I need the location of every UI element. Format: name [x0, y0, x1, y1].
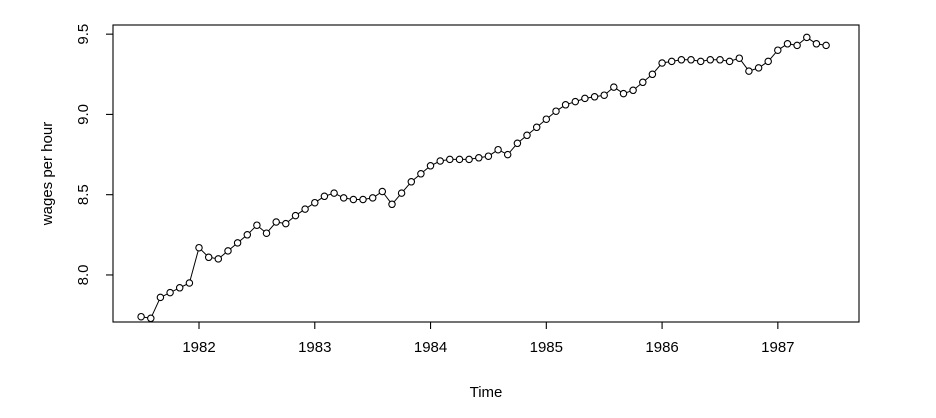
- data-point: [764, 57, 772, 66]
- data-point: [137, 312, 145, 321]
- data-point: [552, 107, 560, 115]
- data-point: [233, 239, 242, 247]
- data-point: [523, 131, 531, 140]
- data-point: [147, 314, 155, 323]
- data-point: [349, 195, 358, 204]
- y-tick-label: 9.0: [75, 104, 92, 125]
- data-point: [272, 218, 280, 226]
- data-point: [484, 152, 493, 160]
- data-series-line: [141, 36, 827, 319]
- data-point: [677, 56, 686, 64]
- data-point: [494, 145, 502, 154]
- data-point: [812, 40, 821, 48]
- data-point: [185, 279, 194, 287]
- data-point: [725, 57, 734, 66]
- data-point: [610, 83, 618, 91]
- data-point: [745, 67, 753, 75]
- data-point: [339, 194, 348, 202]
- data-point: [667, 57, 676, 66]
- data-point: [301, 205, 309, 213]
- data-point: [214, 255, 223, 263]
- data-point: [224, 247, 232, 255]
- data-point: [407, 178, 416, 186]
- data-point: [803, 33, 811, 42]
- data-point: [291, 211, 300, 220]
- data-point: [503, 150, 512, 159]
- data-point: [783, 40, 792, 48]
- data-point: [542, 115, 551, 123]
- data-point: [426, 162, 435, 170]
- data-point: [465, 155, 473, 164]
- data-point: [629, 86, 637, 95]
- data-point: [475, 154, 483, 162]
- data-point: [156, 293, 165, 302]
- y-tick-label: 9.5: [75, 24, 92, 45]
- data-point: [619, 89, 628, 98]
- y-axis-ticks: 8.0 8.5 9.0 9.5: [75, 24, 113, 286]
- data-point: [446, 155, 454, 164]
- x-tick-label: 1987: [761, 339, 794, 356]
- y-axis-title: wages per hour: [39, 122, 56, 226]
- data-point: [455, 155, 464, 164]
- data-point: [368, 194, 377, 202]
- data-point: [639, 78, 647, 87]
- x-tick-label: 1985: [530, 339, 563, 356]
- data-point: [696, 57, 705, 66]
- data-point: [532, 123, 541, 132]
- data-point: [735, 54, 744, 62]
- x-axis-title: Time: [470, 384, 503, 401]
- data-point: [388, 200, 396, 209]
- data-point: [436, 157, 444, 165]
- data-point: [793, 41, 801, 50]
- data-point: [282, 219, 290, 228]
- data-point: [320, 192, 329, 201]
- data-point: [311, 198, 319, 207]
- x-tick-label: 1984: [414, 339, 447, 356]
- data-point: [378, 187, 387, 196]
- data-point: [754, 64, 763, 72]
- data-point: [243, 231, 252, 239]
- data-points: [137, 33, 830, 323]
- y-tick-label: 8.5: [75, 184, 92, 205]
- data-point: [658, 59, 666, 67]
- data-point: [417, 170, 425, 178]
- data-point: [330, 189, 338, 197]
- data-point: [359, 195, 367, 204]
- data-point: [571, 97, 580, 106]
- data-point: [204, 253, 213, 262]
- data-point: [716, 56, 724, 64]
- x-tick-label: 1983: [298, 339, 331, 356]
- data-point: [253, 221, 261, 229]
- data-point: [397, 189, 406, 197]
- data-point: [166, 288, 174, 297]
- series-polyline: [141, 36, 827, 319]
- data-point: [687, 56, 695, 64]
- data-point: [195, 243, 203, 252]
- x-tick-label: 1982: [182, 339, 215, 356]
- data-point: [175, 284, 184, 292]
- x-tick-label: 1986: [645, 339, 678, 356]
- data-point: [600, 91, 608, 99]
- data-point: [581, 94, 589, 103]
- data-point: [513, 139, 522, 148]
- data-point: [561, 101, 570, 109]
- data-point: [706, 56, 715, 64]
- data-point: [590, 93, 599, 101]
- data-point: [648, 70, 657, 79]
- y-tick-label: 8.0: [75, 265, 92, 286]
- data-point: [822, 41, 830, 50]
- plot-border: [112, 24, 860, 323]
- data-point: [774, 46, 782, 54]
- data-point: [262, 229, 271, 237]
- x-axis-ticks: 1982 1983 1984 1985 1986 1987: [182, 322, 795, 356]
